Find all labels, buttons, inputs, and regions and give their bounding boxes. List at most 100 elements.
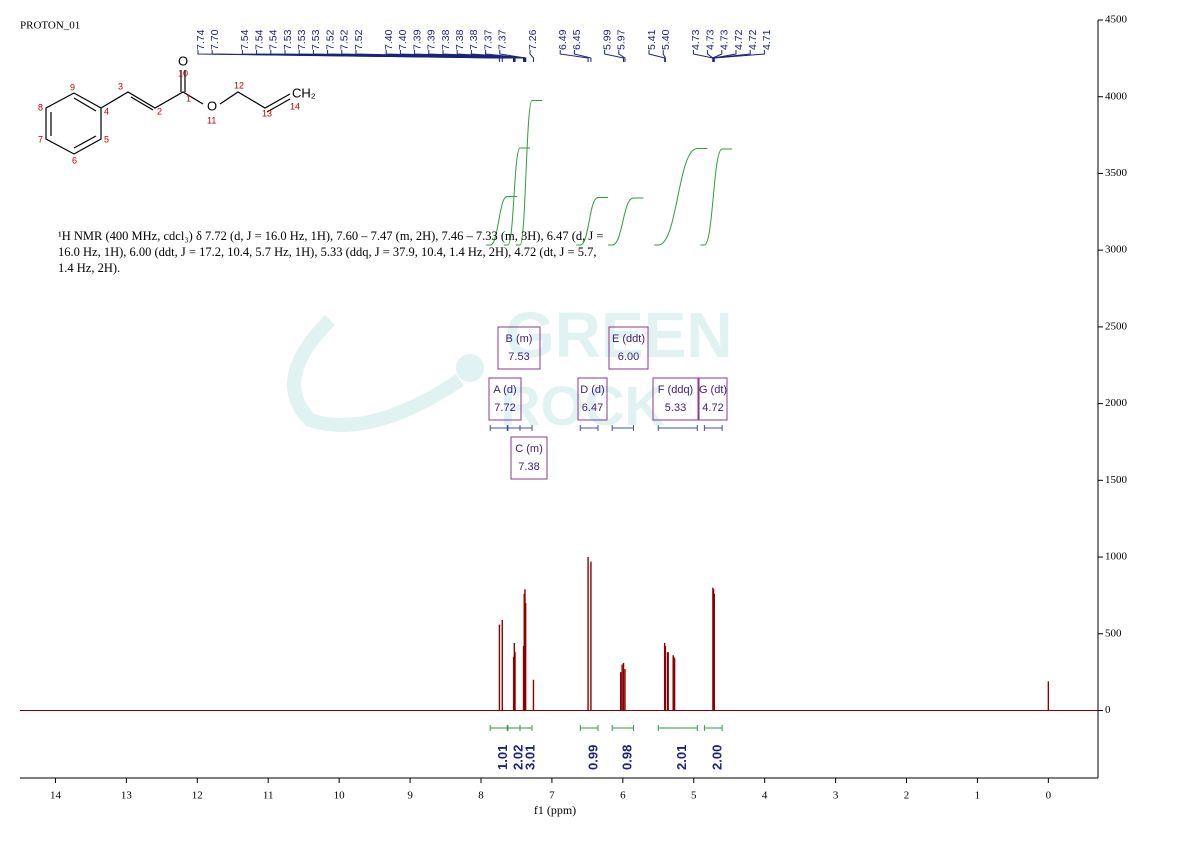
peak-pick-label: 5.41: [646, 29, 658, 50]
multiplet-label: E (ddt): [612, 333, 645, 345]
integral-curve: [654, 148, 708, 246]
peak-pick-label: 7.53: [310, 29, 322, 50]
y-tick-label: 2000: [1105, 397, 1128, 409]
integral-range: [703, 725, 723, 731]
multiplet-box: [577, 377, 608, 421]
atom-number: 9: [70, 82, 75, 92]
integral-label: 2.01: [674, 745, 689, 770]
watermark: GREEN ROCK: [287, 299, 733, 437]
multiplet-label: G (dt): [699, 384, 727, 396]
peak-pick-label: 4.71: [761, 29, 773, 50]
bond: [219, 91, 291, 109]
y-tick-label: 4000: [1105, 90, 1128, 102]
multiplet-shift: 6.00: [618, 351, 639, 363]
bond: [130, 96, 154, 111]
integral-range: [657, 725, 698, 731]
integral-label: 3.01: [522, 745, 537, 770]
peak-pick-connector: [713, 50, 765, 62]
peak-pick-label: 5.99: [601, 29, 613, 50]
watermark-text: GREEN: [505, 299, 733, 371]
x-tick-label: 14: [50, 790, 62, 802]
peak-pick-label: 7.40: [397, 29, 409, 50]
y-tick-label: 0: [1105, 704, 1111, 716]
x-tick-label: 6: [620, 790, 626, 802]
watermark-logo: [456, 354, 484, 382]
peak-pick-label: 7.74: [195, 29, 207, 50]
integral-range: [611, 725, 634, 731]
x-tick-label: 11: [263, 790, 274, 802]
atom-label: O: [178, 53, 188, 68]
atom-number: 10: [178, 68, 188, 78]
peak-pick-label: 7.54: [239, 29, 251, 50]
integral-curve: [503, 147, 530, 246]
watermark-logo: [287, 315, 464, 432]
multiplet-box: [608, 326, 649, 370]
peak-pick-label: 7.39: [411, 29, 423, 50]
y-tick-label: 1000: [1105, 551, 1128, 563]
atom-number: 2: [157, 106, 162, 116]
peak-pick-label: 6.45: [571, 29, 583, 50]
multiplet-label: F (ddq): [658, 384, 693, 396]
peak-pick-connector: [662, 50, 666, 62]
peak-pick-label: 7.38: [468, 29, 480, 50]
peak-picks: 7.74 7.70 7.54 7.54 7.54 7.53 7.53 7.53 7.52 7.52…: [195, 29, 773, 62]
peak-pick-connector: [712, 50, 723, 62]
bond: [73, 135, 97, 149]
x-axis-label: f1 (ppm): [534, 803, 576, 817]
atom-number: 11: [207, 115, 216, 125]
multiplet-label: A (d): [493, 384, 516, 396]
x-tick-label: 0: [1046, 790, 1052, 802]
multiplet-range: [611, 425, 634, 431]
atom-number: 5: [104, 134, 109, 144]
multiplet-shift: 7.72: [494, 402, 515, 414]
multiplet-range: [489, 425, 508, 431]
atom-number: 8: [38, 102, 43, 112]
integral-curve: [515, 100, 543, 246]
multiplet-range: [519, 425, 533, 431]
atom-number: 1: [186, 93, 191, 103]
peak-pick-label: 7.52: [339, 29, 351, 50]
integral-label: 1.01: [495, 745, 510, 770]
peak-pick-label: 7.53: [296, 29, 308, 50]
y-tick-label: 1500: [1105, 474, 1128, 486]
multiplet-label: D (d): [580, 384, 604, 396]
atom-number: 13: [262, 108, 272, 118]
y-tick-label: 4500: [1105, 14, 1128, 26]
multiplet-shift: 6.47: [582, 402, 603, 414]
integral-label: 2.00: [710, 745, 725, 770]
y-tick-label: 2500: [1105, 320, 1128, 332]
atom-number: 6: [72, 155, 77, 165]
y-tick-label: 500: [1105, 627, 1122, 639]
peak-pick-label: 7.39: [426, 29, 438, 50]
peak-pick-label: 4.72: [747, 29, 759, 50]
atom-numbers: 1 2 3 4 5 6 7 8 9 10 11 12 13 14: [38, 68, 300, 165]
peak-pick-connector: [559, 50, 589, 62]
multiplet-label: B (m): [506, 333, 533, 345]
peak-pick-connector: [573, 50, 592, 62]
sample-name: PROTON_01: [20, 20, 80, 32]
x-tick-label: 1: [975, 790, 981, 802]
integral-range: [507, 725, 521, 731]
peak-pick-connector: [713, 50, 751, 62]
integral-curve: [576, 196, 609, 246]
y-tick-label: 3000: [1105, 244, 1128, 256]
peak-pick-label: 6.49: [557, 29, 569, 50]
peak-pick-label: 4.73: [719, 29, 731, 50]
x-tick-label: 5: [691, 790, 697, 802]
peak-pick-label: 7.53: [282, 29, 294, 50]
atom-number: 12: [234, 80, 244, 90]
integral-range: [579, 725, 599, 731]
x-tick-label: 13: [121, 790, 133, 802]
multiplet-box: [698, 377, 728, 421]
multiplet-label: C (m): [515, 443, 543, 455]
integral-label: 0.98: [619, 745, 634, 770]
x-tick-label: 2: [904, 790, 910, 802]
peak-pick-connector: [707, 50, 714, 62]
peak-pick-label: 4.73: [704, 29, 716, 50]
structure-labels: O O CH₂: [178, 53, 316, 113]
atom-number: 3: [118, 81, 123, 91]
peak-pick-label: 7.37: [497, 29, 509, 50]
peak-pick-label: 7.26: [527, 29, 539, 50]
peak-pick-label: 7.40: [383, 29, 395, 50]
